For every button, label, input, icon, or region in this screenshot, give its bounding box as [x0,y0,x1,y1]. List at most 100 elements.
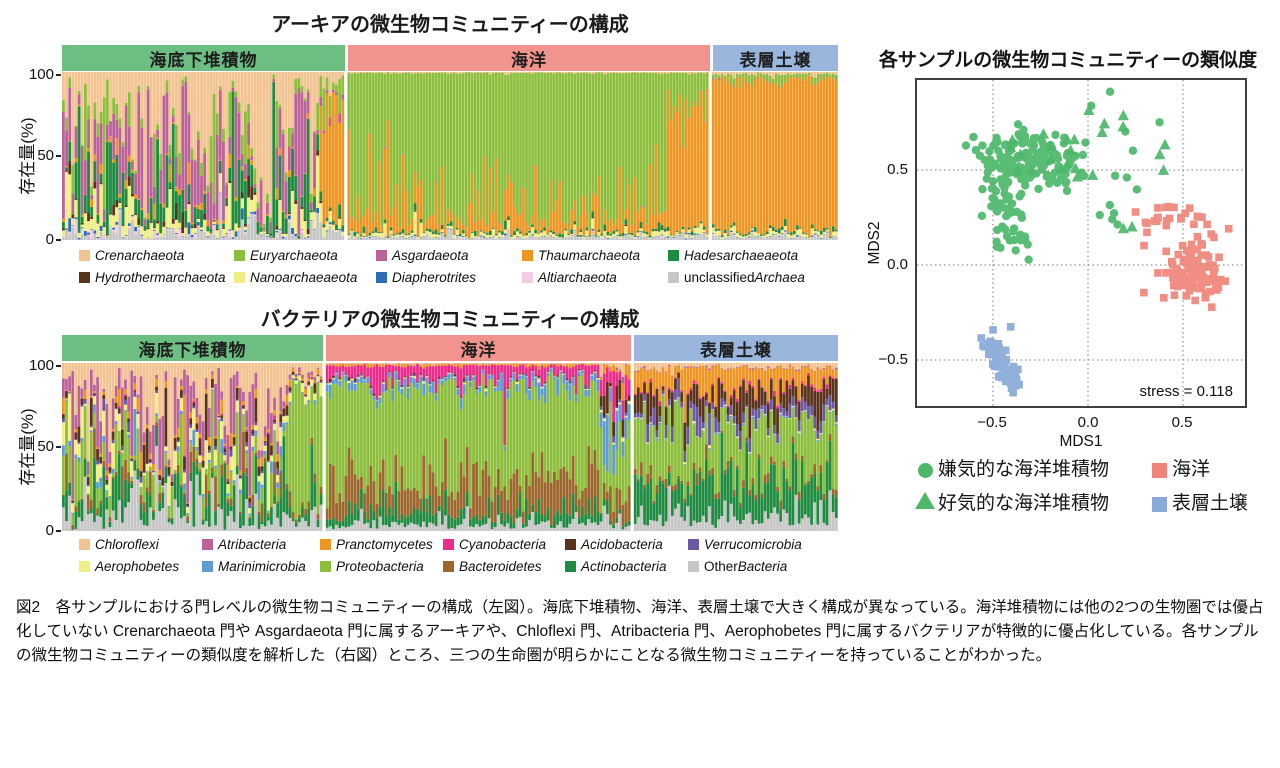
legend-label-anaerobic-marine-sediment: 嫌気的な海洋堆積物 [938,459,1110,480]
bacteria-group-header-subseafloor-sediment: 海底下堆積物 [62,335,323,361]
legend-swatch [688,561,699,572]
mds-x-axis-label: MDS1 [1059,433,1103,450]
legend-label: Acidobacteria [581,537,663,552]
legend-label: Nanoarchaeaeota [250,270,358,285]
scatter-series [961,87,1164,264]
archaea-stacked-bar-plot [62,72,838,240]
legend-swatch [79,272,90,283]
group-header-label: 海洋 [511,50,547,70]
archaea-ytick-100: 100 [28,66,54,83]
legend-label: Thaumarchaeota [538,248,641,263]
legend-swatch [202,561,213,572]
bar-group [62,72,345,240]
legend-label: Chloroflexi [95,537,159,552]
legend-item-verrucomicrobia: Verrucomicrobia [688,537,802,552]
legend-item-aerophobetes: Aerophobetes [79,559,179,574]
archaea-chart-title: アーキアの微生物コミュニティーの構成 [271,14,629,36]
legend-swatch [320,539,331,550]
legend-swatch [565,539,576,550]
stress-annotation: stress = 0.118 [1139,383,1233,400]
group-header-label: 表層土壌 [739,50,812,70]
legend-marker-surface-soil-square [1152,497,1167,512]
bacteria-chart-title: バクテリアの微生物コミュニティーの構成 [260,309,640,331]
bacteria-ytick-0: 0 [45,522,54,539]
figure-caption: 図2 各サンプルにおける門レベルの微生物コミュニティーの構成（左図）。海底下堆積… [16,599,1264,665]
legend-label-ocean: 海洋 [1172,459,1211,480]
legend-item-crenarchaeota: Crenarchaeota [79,248,184,263]
legend-label: Crenarchaeota [95,248,185,263]
bacteria-group-header-surface-soil: 表層土壌 [634,335,838,361]
mds-ytick-00: 0.0 [887,256,908,273]
legend-label: Archaea [754,270,805,285]
legend-swatch [443,539,454,550]
legend-label: Aerophobetes [95,559,180,574]
mds-ytick-neg05: −0.5 [878,351,908,368]
legend-swatch [79,250,90,261]
legend-label: Verrucomicrobia [704,537,802,552]
bar-group [62,363,323,531]
archaea-ytick-0: 0 [45,231,54,248]
legend-swatch [79,539,90,550]
legend-label: Actinobacteria [581,559,667,574]
bar-group [633,363,838,531]
legend-label: Diapherotrites [392,270,477,285]
group-header-label: 海洋 [460,340,497,360]
legend-item-atribacteria: Atribacteria [202,537,286,552]
legend-item-bacteroidetes: Bacteroidetes [443,559,542,574]
bacteria-ytick-100: 100 [28,357,54,374]
legend-label: Marinimicrobia [218,559,306,574]
legend-label: Proteobacteria [336,559,424,574]
legend-item-pranctomycetes: Pranctomycetes [320,537,433,552]
bar-group [347,72,709,240]
legend-swatch [376,250,387,261]
legend-label-prefix: unclassified [684,270,755,285]
scatter-series [1131,202,1233,311]
archaea-tickmark [56,74,61,76]
legend-swatch [234,272,245,283]
mds-ytick-05: 0.5 [887,161,908,178]
bacteria-group-header-ocean: 海洋 [326,335,631,361]
mds-xtick-00: 0.0 [1077,414,1099,431]
legend-marker-ocean-square [1152,463,1167,478]
legend-label-prefix: Other [704,559,738,574]
legend-item-cyanobacteria: Cyanobacteria [443,537,546,552]
archaea-tickmark [56,155,61,157]
archaea-group-header-surface-soil: 表層土壌 [713,45,838,71]
bacteria-tickmark [56,530,61,532]
archaea-tickmark [56,239,61,241]
legend-swatch [376,272,387,283]
bar-group [711,72,838,240]
legend-label: Euryarchaeota [250,248,338,263]
group-header-label: 表層土壌 [700,340,772,360]
legend-label: Atribacteria [218,537,287,552]
legend-label: Bacteria [737,559,788,574]
archaea-group-header-subseafloor-sediment: 海底下堆積物 [62,45,345,71]
legend-item-bacteria: Other Bacteria [688,559,787,574]
bar-group [325,363,631,531]
legend-swatch [234,250,245,261]
legend-item-asgardaeota: Asgardaeota [376,248,469,263]
group-header-label: 海底下堆積物 [138,340,247,360]
bacteria-stacked-bar-plot [62,363,838,531]
legend-label: Cyanobacteria [459,537,547,552]
legend-label-aerobic-marine-sediment: 好気的な海洋堆積物 [938,493,1110,514]
scatter-series [977,323,1023,397]
legend-swatch [668,250,679,261]
legend-item-acidobacteria: Acidobacteria [565,537,663,552]
mds-plot-title: 各サンプルの微生物コミュニティーの類似度 [878,50,1258,71]
legend-item-chloroflexi: Chloroflexi [79,537,159,552]
group-header-label: 海底下堆積物 [149,50,258,70]
archaea-ytick-50: 50 [37,147,54,164]
legend-item-hadesarchaeaeota: Hadesarchaeaeota [668,248,798,263]
legend-swatch [443,561,454,572]
legend-swatch [202,539,213,550]
scatter-series [1004,104,1171,234]
legend-swatch [565,561,576,572]
bacteria-tickmark [56,446,61,448]
legend-swatch [320,561,331,572]
mds-scatter-plot [915,78,1247,408]
legend-swatch [688,539,699,550]
legend-swatch [522,250,533,261]
legend-label: Hadesarchaeaeota [684,248,799,263]
